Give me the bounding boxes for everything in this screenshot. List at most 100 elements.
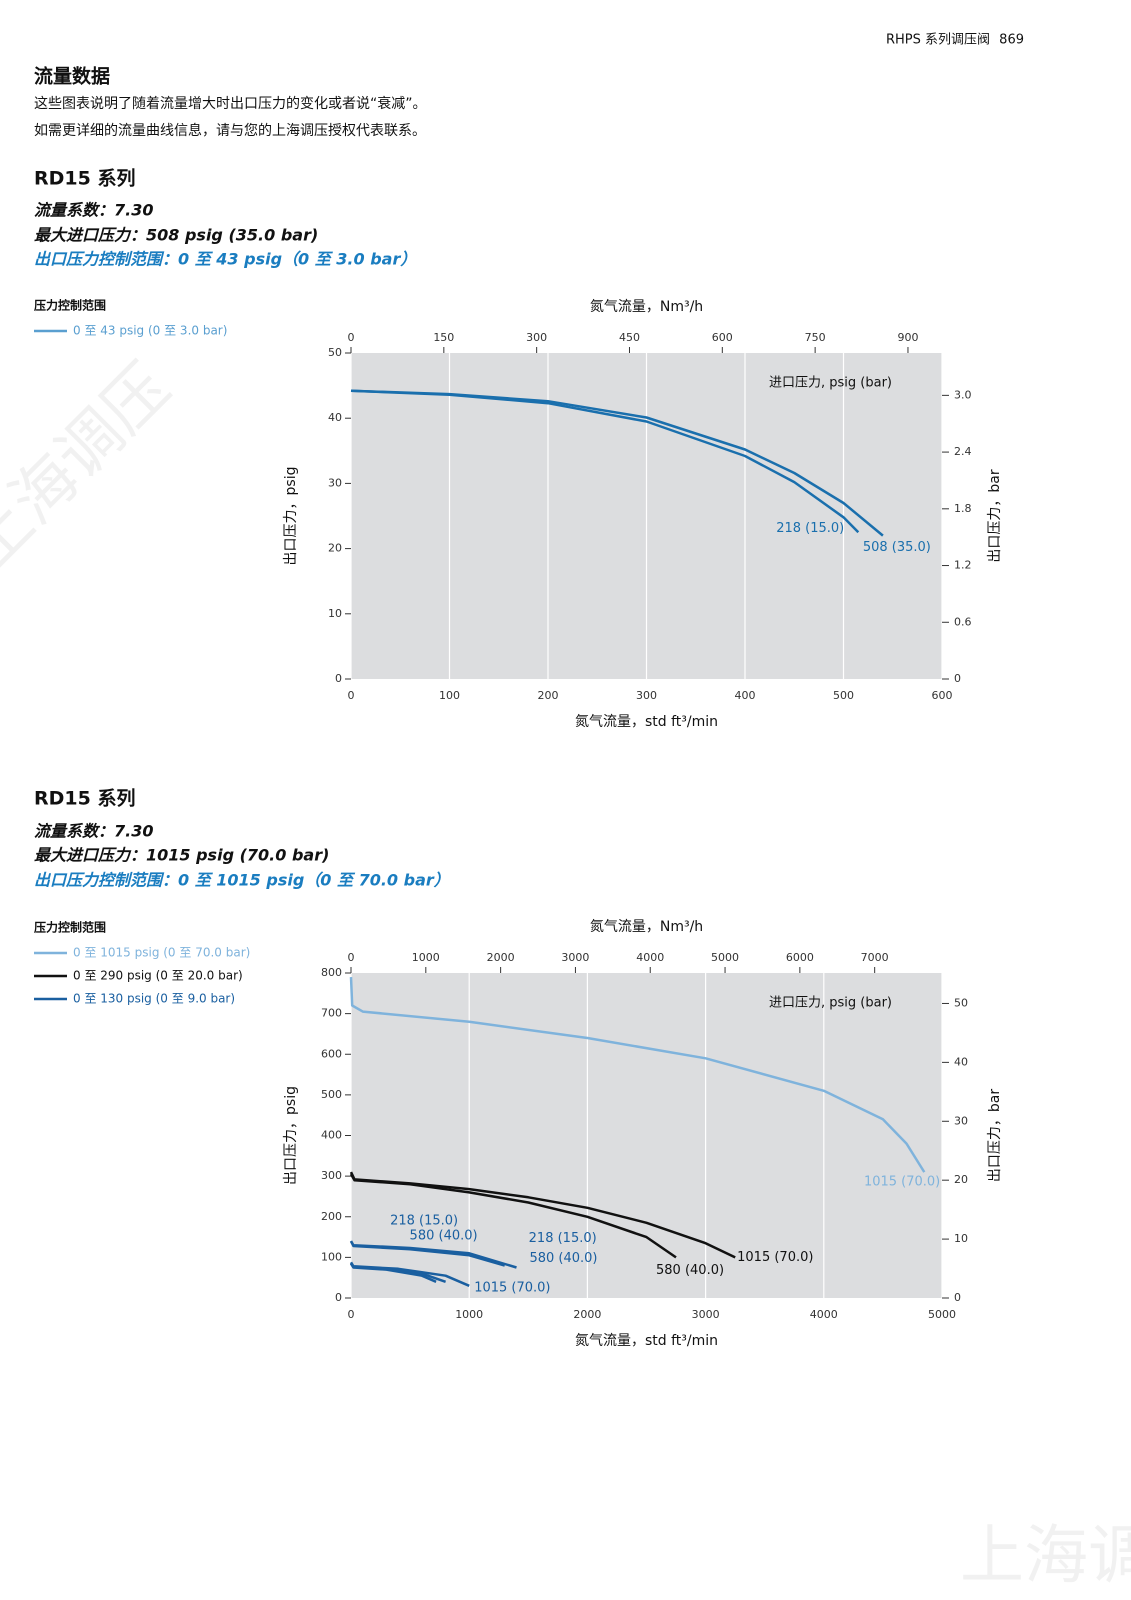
y-axis-label: 出口压力，psig xyxy=(283,1086,299,1185)
x2-tick-label: 0 xyxy=(348,331,355,344)
x2-tick-label: 7000 xyxy=(861,951,889,964)
block-title: RD15 系列 xyxy=(34,168,135,190)
y-tick-label: 20 xyxy=(328,542,342,555)
curve xyxy=(350,389,884,537)
spec: 最大进口压力：1015 psig (70.0 bar) xyxy=(34,846,329,865)
x2-tick-label: 0 xyxy=(348,951,355,964)
spec: 流量系数：7.30 xyxy=(34,201,153,220)
x2-tick-label: 4000 xyxy=(636,951,664,964)
legend-label: 0 至 130 psig (0 至 9.0 bar) xyxy=(73,992,235,1006)
y-tick-label: 400 xyxy=(321,1129,342,1142)
curve-label: 218 (15.0) xyxy=(776,521,844,536)
legend-label: 0 至 290 psig (0 至 20.0 bar) xyxy=(73,969,243,983)
x-tick-label: 5000 xyxy=(928,1308,956,1321)
section-title: 流量数据 xyxy=(34,65,110,88)
y-tick-label: 40 xyxy=(328,411,342,424)
x-tick-label: 100 xyxy=(439,689,460,702)
curve-label: 580 (40.0) xyxy=(529,1251,597,1266)
x2-tick-label: 1000 xyxy=(412,951,440,964)
y-tick-label: 10 xyxy=(328,607,342,620)
watermark: 上海调压 xyxy=(0,350,185,583)
x2-tick-label: 5000 xyxy=(711,951,739,964)
x2-tick-label: 900 xyxy=(897,331,918,344)
spec: 最大进口压力：508 psig (35.0 bar) xyxy=(34,226,318,245)
y-tick-label: 300 xyxy=(321,1169,342,1182)
curve-label: 508 (35.0) xyxy=(863,540,931,555)
annotation: 进口压力, psig (bar) xyxy=(769,996,892,1011)
x-tick-label: 400 xyxy=(735,689,756,702)
y2-tick-label: 40 xyxy=(954,1055,968,1068)
section-line: 这些图表说明了随着流量增大时出口压力的变化或者说“衰减”。 xyxy=(34,95,427,112)
x2-tick-label: 450 xyxy=(619,331,640,344)
page-number: 869 xyxy=(999,33,1024,48)
x-tick-label: 1000 xyxy=(455,1308,483,1321)
curve-label: 1015 (70.0) xyxy=(474,1280,550,1295)
annotation: 进口压力, psig (bar) xyxy=(769,376,892,391)
x2-tick-label: 2000 xyxy=(487,951,515,964)
curve-label: 1015 (70.0) xyxy=(864,1175,940,1190)
legend-label: 0 至 43 psig (0 至 3.0 bar) xyxy=(73,324,227,338)
x2-tick-label: 3000 xyxy=(561,951,589,964)
y-tick-label: 100 xyxy=(321,1250,342,1263)
curve-label: 218 (15.0) xyxy=(529,1231,597,1246)
y2-tick-label: 2.4 xyxy=(954,445,972,458)
y-tick-label: 700 xyxy=(321,1007,342,1020)
y-tick-label: 800 xyxy=(321,966,342,979)
x-tick-label: 3000 xyxy=(692,1308,720,1321)
y2-tick-label: 50 xyxy=(954,996,968,1009)
y2-tick-label: 0 xyxy=(954,1291,961,1304)
y-tick-label: 50 xyxy=(328,346,342,359)
x-tick-label: 4000 xyxy=(810,1308,838,1321)
x2-tick-label: 300 xyxy=(526,331,547,344)
block-title: RD15 系列 xyxy=(34,788,135,810)
y2-axis-label: 出口压力，bar xyxy=(987,1089,1003,1182)
legend-label: 0 至 1015 psig (0 至 70.0 bar) xyxy=(73,946,250,960)
curve-label: 1015 (70.0) xyxy=(737,1250,813,1265)
y-tick-label: 0 xyxy=(335,672,342,685)
x-tick-label: 2000 xyxy=(573,1308,601,1321)
curve-label: 580 (40.0) xyxy=(410,1228,478,1243)
curve-label: 218 (15.0) xyxy=(390,1213,458,1228)
curve xyxy=(349,1240,517,1269)
y-tick-label: 0 xyxy=(335,1291,342,1304)
x2-tick-label: 600 xyxy=(712,331,733,344)
y2-tick-label: 1.8 xyxy=(954,502,972,515)
y-tick-label: 600 xyxy=(321,1047,342,1060)
curve xyxy=(349,977,926,1173)
y2-tick-label: 0.6 xyxy=(954,615,972,628)
y2-tick-label: 3.0 xyxy=(954,388,972,401)
y-tick-label: 30 xyxy=(328,476,342,489)
y2-tick-label: 1.2 xyxy=(954,559,972,572)
x-tick-label: 600 xyxy=(932,689,953,702)
y2-tick-label: 20 xyxy=(954,1173,968,1186)
x-axis-label: 氮气流量，std ft³/min xyxy=(575,714,718,730)
x-tick-label: 200 xyxy=(538,689,559,702)
y2-tick-label: 30 xyxy=(954,1114,968,1127)
x2-axis-label: 氮气流量，Nm³/h xyxy=(590,919,703,935)
x-axis-label: 氮气流量，std ft³/min xyxy=(575,1333,718,1349)
legend-title: 压力控制范围 xyxy=(34,298,106,313)
y-axis-label: 出口压力，psig xyxy=(283,467,299,566)
y2-axis-label: 出口压力，bar xyxy=(987,469,1003,562)
spec: 流量系数：7.30 xyxy=(34,822,153,841)
legend-title: 压力控制范围 xyxy=(34,920,106,935)
x-tick-label: 0 xyxy=(348,1308,355,1321)
x2-tick-label: 750 xyxy=(805,331,826,344)
y-tick-label: 500 xyxy=(321,1088,342,1101)
spec-range: 出口压力控制范围：0 至 1015 psig（0 至 70.0 bar） xyxy=(34,871,450,890)
curve xyxy=(349,1261,470,1287)
y-tick-label: 200 xyxy=(321,1210,342,1223)
curve-label: 580 (40.0) xyxy=(656,1263,724,1278)
watermark: 上海调压 xyxy=(960,1520,1131,1594)
y2-tick-label: 0 xyxy=(954,672,961,685)
x-tick-label: 0 xyxy=(348,689,355,702)
spec-range: 出口压力控制范围：0 至 43 psig（0 至 3.0 bar） xyxy=(34,250,416,269)
x2-tick-label: 150 xyxy=(433,331,454,344)
x2-axis-label: 氮气流量，Nm³/h xyxy=(590,299,703,315)
section-line: 如需更详细的流量曲线信息，请与您的上海调压授权代表联系。 xyxy=(34,122,426,139)
y2-tick-label: 10 xyxy=(954,1232,968,1245)
x2-tick-label: 6000 xyxy=(786,951,814,964)
plot-area xyxy=(351,973,942,1298)
